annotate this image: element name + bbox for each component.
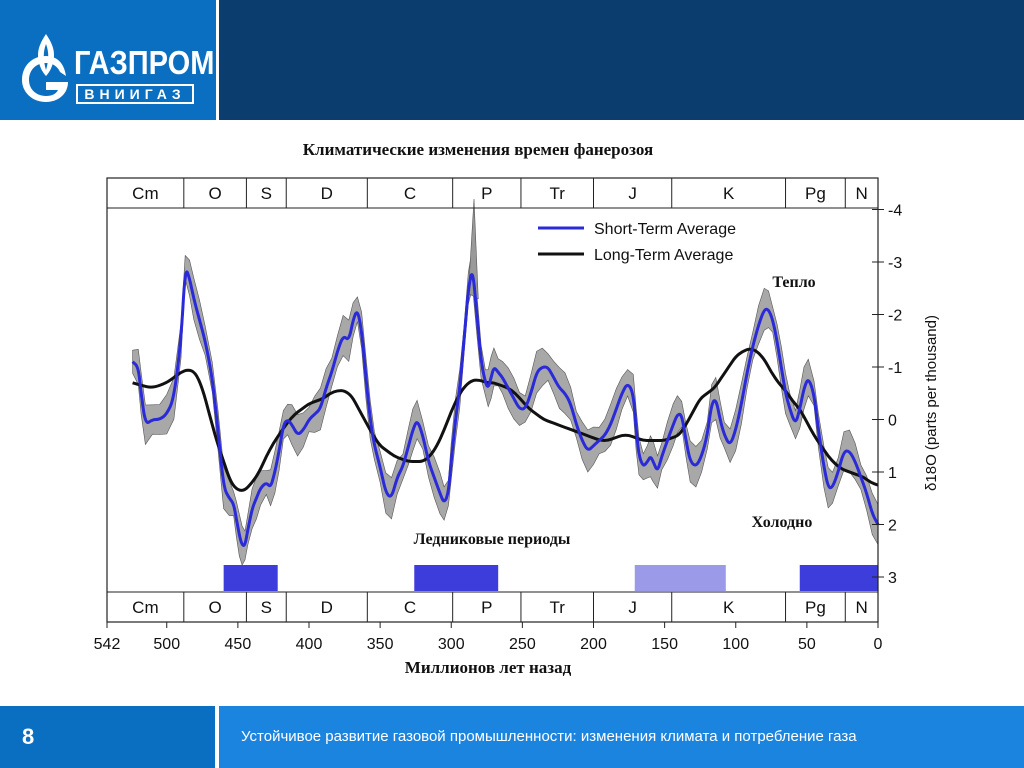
period-label-top-J: J (628, 184, 637, 203)
period-label-top-D: D (321, 184, 333, 203)
period-label-bottom-Cm: Cm (132, 598, 158, 617)
x-tick-label-542: 542 (94, 636, 121, 653)
y-tick-label--4: -4 (888, 203, 902, 220)
period-label-top-S: S (261, 184, 272, 203)
x-tick-label-400: 400 (296, 636, 323, 653)
glacial-bar-0 (223, 565, 278, 591)
period-label-bottom-S: S (261, 598, 272, 617)
page-number: 8 (0, 706, 215, 768)
x-tick-label-250: 250 (509, 636, 536, 653)
x-tick-label-50: 50 (798, 636, 816, 653)
annotation-cold: Холодно (752, 514, 813, 531)
axes: 542 500 450 400 350 300 250 200 150 100 50 0-4-3-2-… (94, 177, 902, 653)
period-label-bottom-K: K (723, 598, 735, 617)
y-tick-label--1: -1 (888, 360, 902, 377)
period-label-top-Pg: Pg (805, 184, 826, 203)
legend-label-long-term: Long-Term Average (594, 247, 733, 264)
period-label-bottom-D: D (321, 598, 333, 617)
period-label-bottom-P: P (481, 598, 492, 617)
annotation-glacial: Ледниковые периоды (414, 531, 571, 548)
gazprom-flame-logo-icon (22, 34, 68, 102)
period-label-top-K: K (723, 184, 735, 203)
x-axis-label: Миллионов лет назад (405, 658, 572, 677)
annotation-warm: Тепло (772, 274, 815, 291)
period-label-top-C: C (404, 184, 416, 203)
plot-frame (106, 177, 879, 623)
period-label-bottom-C: C (404, 598, 416, 617)
x-tick-label-300: 300 (438, 636, 465, 653)
y-axis-label: δ18O (parts per thousand) (923, 315, 940, 491)
glacial-bar-1 (414, 565, 499, 591)
period-label-bottom-Tr: Tr (550, 598, 566, 617)
x-tick-label-500: 500 (153, 636, 180, 653)
glacial-bar-2 (634, 565, 726, 591)
slide-footer: 8 Устойчивое развитие газовой промышленн… (0, 706, 1024, 768)
y-tick-label-2: 2 (888, 518, 897, 535)
logo-wordmark: ГАЗПРОМ (74, 44, 215, 81)
header-bar (219, 0, 1024, 120)
phanerozoic-climate-chart: Климатические изменения времен фанерозоя… (84, 128, 944, 684)
x-tick-label-0: 0 (874, 636, 883, 653)
period-label-bottom-J: J (628, 598, 637, 617)
x-tick-label-450: 450 (225, 636, 252, 653)
x-tick-label-200: 200 (580, 636, 607, 653)
y-tick-label-0: 0 (888, 413, 897, 430)
legend-label-short-term: Short-Term Average (594, 221, 736, 238)
y-tick-label-3: 3 (888, 570, 897, 587)
period-label-bottom-O: O (208, 598, 221, 617)
gazprom-logo: ГАЗПРОМ ВНИИГАЗ (0, 0, 216, 120)
period-label-top-O: O (208, 184, 221, 203)
y-tick-label--3: -3 (888, 255, 902, 272)
period-label-top-N: N (856, 184, 868, 203)
chart-title: Климатические изменения времен фанерозоя (303, 140, 654, 159)
glacial-periods (223, 565, 878, 591)
period-label-bottom-N: N (856, 598, 868, 617)
short-term-line (131, 270, 880, 548)
legend: Short-Term Average Long-Term Average (538, 221, 736, 264)
period-label-bottom-Pg: Pg (805, 598, 826, 617)
slide-header: ГАЗПРОМ ВНИИГАЗ (0, 0, 1024, 120)
logo-subtitle: ВНИИГАЗ (76, 84, 194, 104)
x-tick-label-350: 350 (367, 636, 394, 653)
footer-caption: Устойчивое развитие газовой промышленнос… (219, 706, 1024, 768)
series-lines (131, 270, 880, 548)
y-tick-label-1: 1 (888, 465, 897, 482)
period-label-top-Cm: Cm (132, 184, 158, 203)
period-label-top-Tr: Tr (550, 184, 566, 203)
x-tick-label-100: 100 (722, 636, 749, 653)
period-bars: Cm Cm O O S S D D C C P P Tr Tr J J K K Pg Pg N N (132, 178, 868, 622)
glacial-bar-3 (799, 565, 878, 591)
y-tick-label--2: -2 (888, 308, 902, 325)
period-label-top-P: P (481, 184, 492, 203)
x-tick-label-150: 150 (651, 636, 678, 653)
